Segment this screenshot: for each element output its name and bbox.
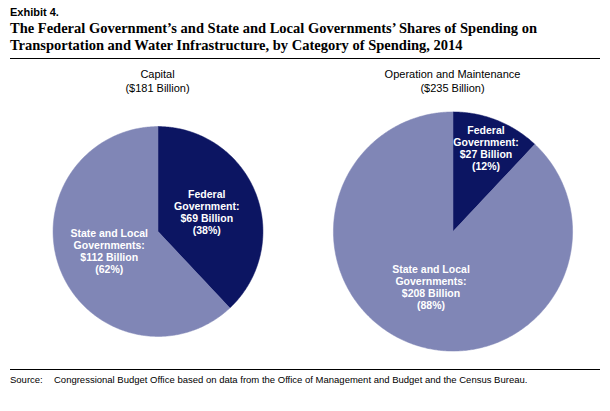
html-text:Congressional Budget Office ba: Congressional Budget Office based on dat… [54, 374, 528, 385]
svg-text:State and LocalGovernments:$11: State and LocalGovernments:$112 Billion(… [70, 227, 148, 275]
html-text:($235 Billion): ($235 Billion) [420, 82, 485, 94]
html-text:Source:: Source: [10, 374, 43, 385]
html-text:Capital: Capital [140, 68, 175, 80]
svg-text:FederalGovernment:$69 Billion(: FederalGovernment:$69 Billion(38%) [174, 188, 239, 236]
svg-text:State and LocalGovernments:$20: State and LocalGovernments:$208 Billion(… [392, 263, 470, 311]
svg-text:FederalGovernment:$27 Billion(: FederalGovernment:$27 Billion(12%) [453, 124, 518, 172]
html-text:Operation and Maintenance: Operation and Maintenance [384, 68, 521, 80]
html-text:The Federal Government’s and S: The Federal Government’s and State and L… [10, 20, 537, 53]
html-text:Exhibit 4.: Exhibit 4. [10, 6, 59, 18]
html-text:($181 Billion): ($181 Billion) [125, 82, 190, 94]
